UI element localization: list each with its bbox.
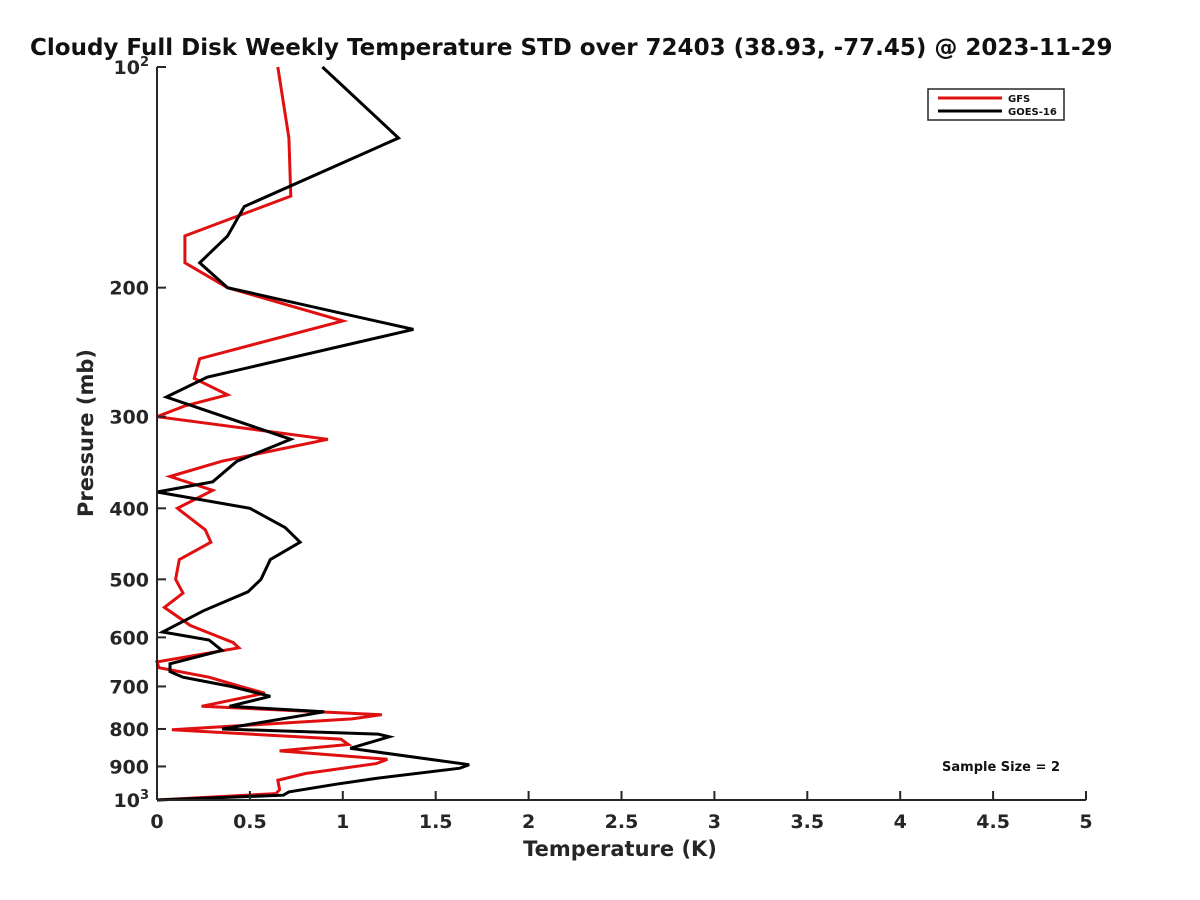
series-layer (155, 65, 470, 802)
axes-layer: 0 0.5 1 1.5 2 2.5 3 3.5 4 4.5 5 102 200 300 400 500 600 7… (109, 55, 1092, 833)
x-tick-label: 1.5 (419, 811, 453, 833)
x-tick-label: 2.5 (605, 811, 639, 833)
x-tick-label: 0 (150, 811, 163, 833)
y-tick-label: 400 (109, 498, 149, 520)
y-tick-label: 600 (109, 627, 149, 649)
x-tick-label: 3 (708, 811, 721, 833)
x-tick-label: 4.5 (976, 811, 1010, 833)
chart-title: Cloudy Full Disk Weekly Temperature STD … (30, 35, 1113, 61)
y-axis-label: Pressure (mb) (74, 349, 98, 517)
series-line-goes-16 (156, 65, 470, 802)
x-tick-label: 0.5 (233, 811, 267, 833)
legend-label: GOES-16 (1008, 107, 1057, 118)
legend-box (927, 88, 1065, 121)
y-tick-label: 800 (109, 719, 149, 741)
x-axis-label: Temperature (K) (523, 837, 717, 861)
y-tick-label: 200 (109, 278, 149, 300)
y-tick-label: 103 (114, 788, 150, 812)
y-tick-label: 500 (109, 569, 149, 591)
y-tick-label: 700 (109, 676, 149, 698)
y-tick-label: 300 (109, 407, 149, 429)
x-tick-label: 3.5 (790, 811, 824, 833)
x-tick-label: 1 (336, 811, 349, 833)
sample-size-annotation: Sample Size = 2 (942, 760, 1060, 775)
legend-label: GFS (1008, 94, 1030, 105)
x-tick-label: 2 (522, 811, 535, 833)
y-tick-label: 102 (114, 55, 150, 79)
legend: GFS GOES-16 (927, 88, 1065, 121)
x-tick-label: 4 (894, 811, 907, 833)
x-tick-label: 5 (1079, 811, 1092, 833)
y-tick-label: 900 (109, 756, 149, 778)
series-line-gfs (155, 66, 388, 802)
